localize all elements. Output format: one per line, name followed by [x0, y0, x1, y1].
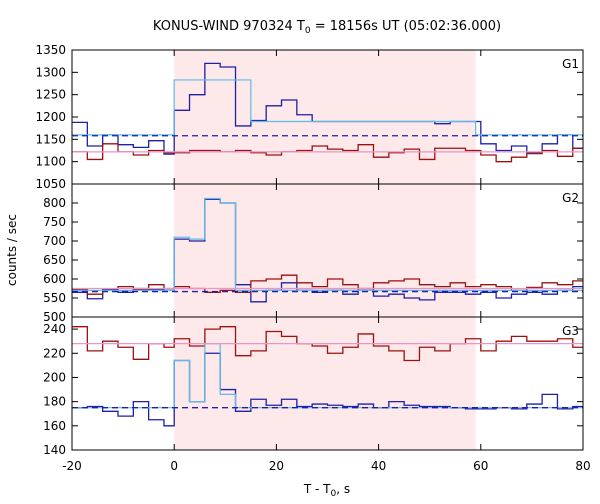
x-tick-label: 80	[575, 459, 590, 473]
y-tick-label: 200	[43, 370, 66, 384]
panel-g2: 500 550 600 650 700 750 800 G2	[43, 183, 584, 324]
chart-title-rest: = 18156s UT (05:02:36.000)	[311, 19, 501, 34]
series-blue-step-0	[72, 198, 583, 303]
panel-g3: 140 160 180 200 220 240 G3	[43, 316, 584, 457]
y-tick-label: 240	[43, 322, 66, 336]
y-tick-label: 700	[43, 234, 66, 248]
shaded-interval	[174, 184, 476, 317]
chart-title-subscript: 0	[305, 26, 311, 36]
y-tick-label: 1100	[35, 155, 66, 169]
panel-frame	[71, 316, 584, 451]
series-blue-step-0	[72, 62, 583, 155]
x-tick-label: 40	[371, 459, 386, 473]
shaded-interval	[174, 317, 476, 450]
x-axis-label-subscript: 0	[331, 489, 337, 499]
y-tick-label: 650	[43, 253, 66, 267]
y-tick-label: 220	[43, 346, 66, 360]
y-tick-label: 180	[43, 395, 66, 409]
y-tick-label: 1250	[35, 88, 66, 102]
panel-label: G3	[562, 324, 579, 338]
x-tick-label: 60	[473, 459, 488, 473]
chart-title: KONUS-WIND 970324 T0 = 18156s UT (05:02:…	[153, 19, 501, 36]
x-axis-label: T - T0, s	[303, 482, 350, 499]
x-tick-label: 20	[269, 459, 284, 473]
y-tick-label: 600	[43, 272, 66, 286]
y-tick-label: 750	[43, 215, 66, 229]
panel-label: G1	[562, 57, 579, 71]
y-axis-label: counts / sec	[5, 214, 19, 286]
y-tick-label: 800	[43, 196, 66, 210]
y-tick-label: 1300	[35, 65, 66, 79]
y-tick-label: 1200	[35, 110, 66, 124]
series-lightblue-step-2	[72, 79, 583, 136]
panel-g1: 1050 1100 1150 1200 1250 1300 1350 G1	[35, 43, 584, 191]
x-tick-label: -20	[62, 459, 82, 473]
y-tick-label: 1150	[35, 132, 66, 146]
y-tick-label: 1350	[35, 43, 66, 57]
y-tick-label: 550	[43, 291, 66, 305]
x-axis-label-rest: , s	[336, 482, 350, 496]
panel-label: G2	[562, 191, 579, 205]
y-tick-label: 160	[43, 419, 66, 433]
series-lightblue-step-2	[72, 197, 583, 291]
x-tick-label: 0	[170, 459, 178, 473]
y-tick-label: 500	[43, 310, 66, 324]
panels-group: 1050110011501200125013001350G15005506006…	[35, 43, 590, 473]
series-red-step-1	[72, 143, 583, 163]
x-axis-label-main: T - T	[303, 482, 331, 496]
series-red-step-1	[72, 274, 583, 295]
chart-title-main: KONUS-WIND 970324 T	[153, 19, 305, 34]
y-tick-label: 1050	[35, 177, 66, 191]
shaded-interval	[174, 50, 476, 184]
y-tick-label: 140	[43, 443, 66, 457]
